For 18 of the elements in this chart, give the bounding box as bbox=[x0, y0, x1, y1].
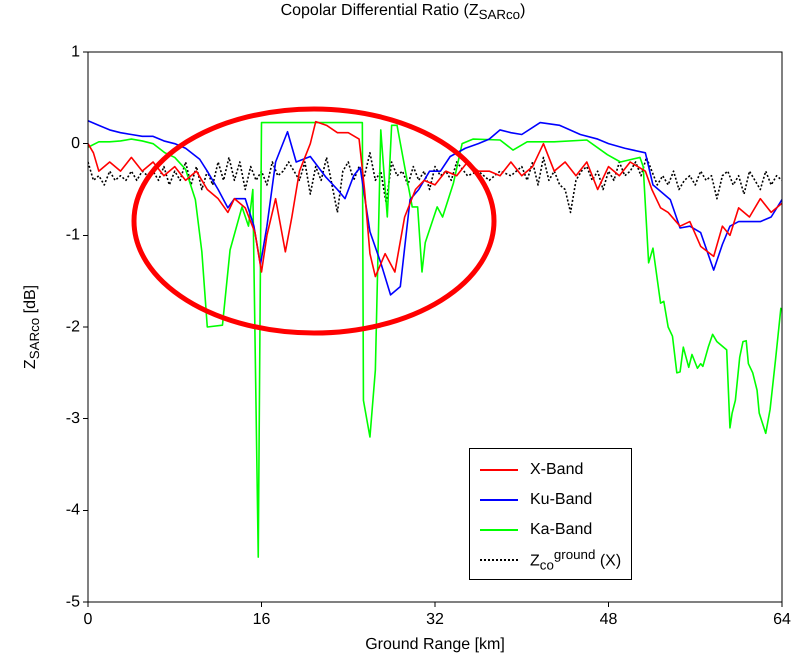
legend-label: Z$_{co}$$^{ground}$ (X) bbox=[530, 547, 622, 573]
y-tick-label: -5 bbox=[66, 593, 80, 610]
x-tick-label: 64 bbox=[773, 611, 791, 628]
y-tick-label: -2 bbox=[66, 318, 80, 336]
x-tick-label: 32 bbox=[426, 611, 444, 628]
x-tick-label: 0 bbox=[84, 611, 93, 628]
legend-label: Ka-Band bbox=[530, 521, 592, 539]
legend-label: Ku-Band bbox=[530, 491, 592, 509]
x-axis-title: Ground Range [km] bbox=[364, 636, 506, 654]
y-tick-label: -1 bbox=[66, 226, 80, 244]
y-tick-label: -4 bbox=[66, 502, 80, 519]
y-tick-label: 1 bbox=[71, 43, 80, 60]
chart-title: Copolar Differential Ratio (Z$_{SARco}$) bbox=[280, 2, 526, 22]
legend-label: X-Band bbox=[530, 461, 584, 479]
x-tick-label: 48 bbox=[600, 611, 618, 628]
y-tick-label: 0 bbox=[71, 135, 80, 152]
x-tick-label: 16 bbox=[252, 611, 270, 628]
y-tick-label: -3 bbox=[66, 410, 80, 428]
